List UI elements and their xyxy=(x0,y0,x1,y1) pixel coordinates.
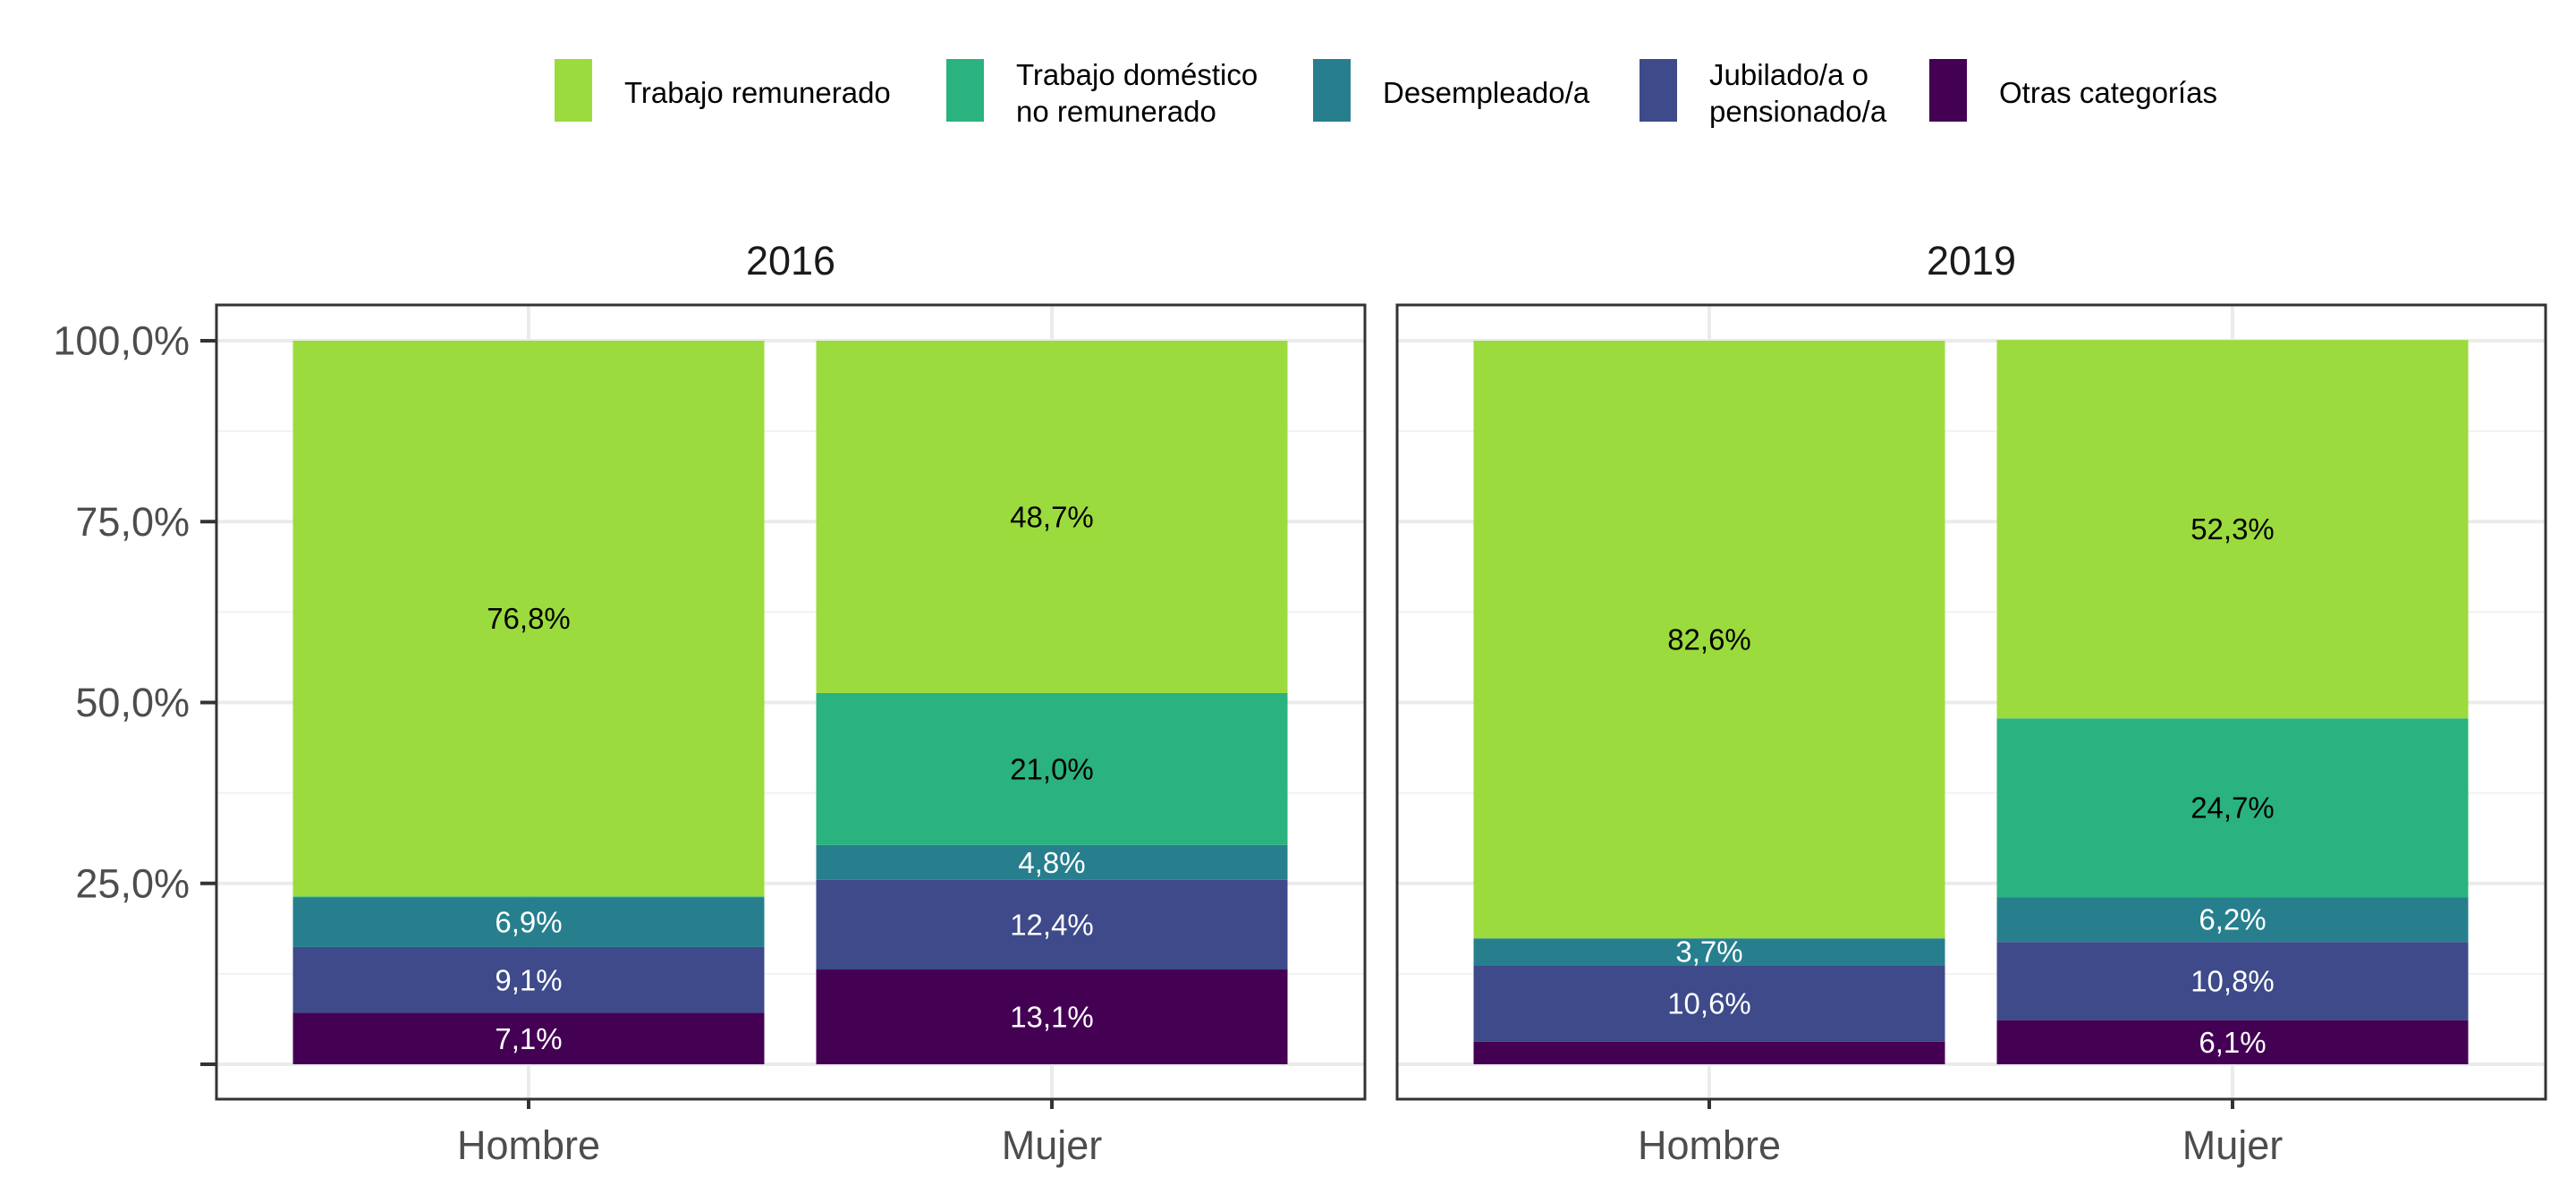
legend-key-otras xyxy=(1929,59,1967,122)
legend-label-desempleado: Desempleado/a xyxy=(1383,76,1590,109)
y-tick-label: 100,0% xyxy=(53,318,190,364)
bar-segment-trabajo_remunerado xyxy=(1473,341,1945,939)
bar-segment-trabajo_domestico xyxy=(292,896,765,898)
legend-label-jubilado: Jubilado/a o pensionado/a xyxy=(1709,58,1887,128)
data-label-jubilado: 9,1% xyxy=(495,963,562,996)
bar-segment-otras xyxy=(1473,1041,1945,1064)
legend-key-jubilado xyxy=(1640,59,1677,122)
data-label-otras: 7,1% xyxy=(495,1022,562,1055)
data-label-otras: 6,1% xyxy=(2199,1026,2266,1059)
bar-segment-desempleado xyxy=(292,897,765,947)
panel-title: 2019 xyxy=(1927,238,2016,284)
legend-key-trabajo_domestico xyxy=(946,59,984,122)
data-label-desempleado: 3,7% xyxy=(1675,935,1742,969)
legend-key-trabajo_remunerado xyxy=(555,59,592,122)
bar-segment-desempleado xyxy=(816,844,1288,880)
y-tick-label: 50,0% xyxy=(75,680,190,725)
data-label-jubilado: 12,4% xyxy=(1010,908,1094,941)
bar-segment-trabajo_domestico xyxy=(816,692,1288,845)
panel-border xyxy=(1395,303,2547,1101)
legend: Trabajo remunerado Trabajo doméstico no re… xyxy=(555,58,2217,128)
data-label-desempleado: 6,9% xyxy=(495,906,562,939)
data-label-trabajo_remunerado: 48,7% xyxy=(1010,500,1094,533)
x-tick-label: Mujer xyxy=(1002,1122,1103,1168)
x-tick-label: Mujer xyxy=(2182,1122,2284,1168)
bar-segment-otras xyxy=(1996,1020,2469,1064)
bar-segment-otras xyxy=(292,1012,765,1064)
bar-segment-trabajo_remunerado xyxy=(1996,340,2469,719)
bar-segment-trabajo_remunerado xyxy=(816,341,1288,693)
legend-label-trabajo_domestico: Trabajo doméstico no remunerado xyxy=(1016,58,1258,128)
panel-2019: 10,6% 3,7% 82,6% 6,1% 10,8% 6,2% 24,7% 52,3% 201… xyxy=(1395,238,2547,1168)
panel-2016: 7,1% 9,1% 6,9% 76,8% 13,1% 12,4% 4,8% 21,0% 48,7… xyxy=(215,238,1367,1168)
bar-segment-otras xyxy=(816,969,1288,1064)
legend-key-desempleado xyxy=(1313,59,1351,122)
y-tick-label: 25,0% xyxy=(75,860,190,906)
data-label-jubilado: 10,8% xyxy=(2190,964,2275,997)
bar-segment-desempleado xyxy=(1473,938,1945,966)
y-axis: 25,0% 50,0% 75,0% 100,0% xyxy=(53,318,216,1066)
legend-label-otras: Otras categorías xyxy=(1999,76,2217,109)
data-label-otras: 13,1% xyxy=(1010,1001,1094,1034)
data-label-trabajo_remunerado: 76,8% xyxy=(487,602,571,635)
bar-segment-jubilado xyxy=(816,879,1288,970)
bar-segment-trabajo_domestico xyxy=(1996,718,2469,898)
bar-mujer: 13,1% 12,4% 4,8% 21,0% 48,7% xyxy=(816,341,1288,1064)
bar-segment-desempleado xyxy=(1996,897,2469,943)
bar-segment-jubilado xyxy=(292,946,765,1013)
data-label-desempleado: 4,8% xyxy=(1018,846,1085,879)
y-tick-label: 75,0% xyxy=(75,499,190,545)
bar-hombre: 7,1% 9,1% 6,9% 76,8% xyxy=(292,341,765,1064)
data-label-trabajo_remunerado: 52,3% xyxy=(2190,512,2275,546)
bar-mujer: 6,1% 10,8% 6,2% 24,7% 52,3% xyxy=(1996,340,2469,1064)
data-label-trabajo_domestico: 24,7% xyxy=(2190,791,2275,825)
data-label-desempleado: 6,2% xyxy=(2199,903,2266,936)
legend-label-trabajo_remunerado: Trabajo remunerado xyxy=(624,76,891,109)
bar-hombre: 10,6% 3,7% 82,6% xyxy=(1473,341,1945,1064)
bar-segment-jubilado xyxy=(1996,942,2469,1020)
bar-segment-jubilado xyxy=(1473,965,1945,1042)
x-tick-label: Hombre xyxy=(1638,1122,1781,1168)
data-label-trabajo_remunerado: 82,6% xyxy=(1667,623,1751,656)
bar-segment-trabajo_remunerado xyxy=(292,341,765,897)
panel-title: 2016 xyxy=(746,238,835,284)
data-label-trabajo_domestico: 21,0% xyxy=(1010,752,1094,785)
data-label-jubilado: 10,6% xyxy=(1667,987,1751,1020)
x-tick-label: Hombre xyxy=(457,1122,600,1168)
